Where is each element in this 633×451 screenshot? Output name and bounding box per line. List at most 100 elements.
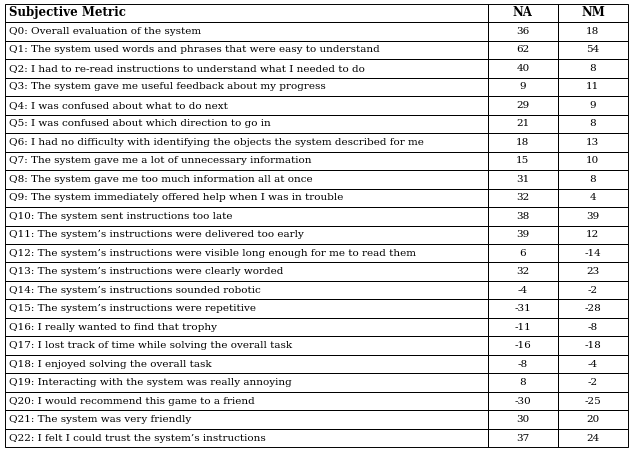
Bar [5,170,488,189]
Bar [488,207,558,226]
Text: 23: 23 [586,267,599,276]
Text: 37: 37 [516,434,529,442]
Text: 32: 32 [516,193,529,202]
Text: Q22: I felt I could trust the system’s instructions: Q22: I felt I could trust the system’s i… [9,434,266,442]
Text: -30: -30 [515,397,531,405]
Bar [488,281,558,299]
Bar [558,78,628,96]
Text: Q9: The system immediately offered help when I was in trouble: Q9: The system immediately offered help … [9,193,344,202]
Bar [5,4,488,22]
Bar [558,226,628,244]
Bar [558,152,628,170]
Text: 8: 8 [589,120,596,128]
Bar [5,262,488,281]
Text: Q19: Interacting with the system was really annoying: Q19: Interacting with the system was rea… [9,378,292,387]
Bar [558,41,628,59]
Bar [5,22,488,41]
Text: -8: -8 [588,323,598,331]
Text: Q8: The system gave me too much information all at once: Q8: The system gave me too much informat… [9,175,313,184]
Text: -14: -14 [584,249,601,258]
Bar [558,4,628,22]
Text: Q1: The system used words and phrases that were easy to understand: Q1: The system used words and phrases th… [9,46,380,54]
Bar [5,59,488,78]
Text: Q17: I lost track of time while solving the overall task: Q17: I lost track of time while solving … [9,341,292,350]
Bar [488,392,558,410]
Bar [558,318,628,336]
Text: 29: 29 [516,101,529,110]
Bar [488,4,558,22]
Bar [5,115,488,133]
Bar [558,59,628,78]
Text: Q15: The system’s instructions were repetitive: Q15: The system’s instructions were repe… [9,304,256,313]
Bar [488,429,558,447]
Text: 21: 21 [516,120,529,128]
Bar [5,429,488,447]
Text: 32: 32 [516,267,529,276]
Text: Q18: I enjoyed solving the overall task: Q18: I enjoyed solving the overall task [9,360,212,368]
Bar [488,299,558,318]
Bar [558,373,628,392]
Text: NA: NA [513,6,533,19]
Bar [558,133,628,152]
Bar [5,226,488,244]
Text: Subjective Metric: Subjective Metric [9,6,127,19]
Bar [558,336,628,355]
Text: -8: -8 [518,360,528,368]
Text: Q11: The system’s instructions were delivered too early: Q11: The system’s instructions were deli… [9,230,304,239]
Text: -2: -2 [588,378,598,387]
Text: Q7: The system gave me a lot of unnecessary information: Q7: The system gave me a lot of unnecess… [9,156,312,165]
Text: Q20: I would recommend this game to a friend: Q20: I would recommend this game to a fr… [9,397,255,405]
Text: Q14: The system’s instructions sounded robotic: Q14: The system’s instructions sounded r… [9,286,261,295]
Text: -11: -11 [515,323,531,331]
Bar [558,262,628,281]
Bar [5,244,488,262]
Text: 31: 31 [516,175,529,184]
Text: Q2: I had to re-read instructions to understand what I needed to do: Q2: I had to re-read instructions to und… [9,64,365,73]
Text: 8: 8 [520,378,526,387]
Bar [5,392,488,410]
Bar [5,373,488,392]
Text: -31: -31 [515,304,531,313]
Bar [558,429,628,447]
Bar [558,207,628,226]
Text: -18: -18 [584,341,601,350]
Bar [558,96,628,115]
Text: 8: 8 [589,175,596,184]
Bar [558,410,628,429]
Bar [5,355,488,373]
Bar [558,115,628,133]
Text: 39: 39 [516,230,529,239]
Text: Q0: Overall evaluation of the system: Q0: Overall evaluation of the system [9,27,202,36]
Text: Q13: The system’s instructions were clearly worded: Q13: The system’s instructions were clea… [9,267,284,276]
Text: Q12: The system’s instructions were visible long enough for me to read them: Q12: The system’s instructions were visi… [9,249,417,258]
Bar [488,189,558,207]
Bar [5,299,488,318]
Text: Q21: The system was very friendly: Q21: The system was very friendly [9,415,192,424]
Bar [558,170,628,189]
Text: -28: -28 [584,304,601,313]
Bar [5,41,488,59]
Text: 20: 20 [586,415,599,424]
Text: -25: -25 [584,397,601,405]
Bar [488,336,558,355]
Text: 62: 62 [516,46,529,54]
Text: 15: 15 [516,156,529,165]
Bar [488,373,558,392]
Text: 30: 30 [516,415,529,424]
Bar [488,41,558,59]
Bar [488,410,558,429]
Text: 9: 9 [520,83,526,91]
Bar [5,207,488,226]
Text: -4: -4 [518,286,528,295]
Bar [5,189,488,207]
Bar [488,152,558,170]
Bar [488,318,558,336]
Text: 8: 8 [589,64,596,73]
Bar [488,226,558,244]
Bar [5,318,488,336]
Bar [5,410,488,429]
Text: Q16: I really wanted to find that trophy: Q16: I really wanted to find that trophy [9,323,218,331]
Bar [488,78,558,96]
Text: 6: 6 [520,249,526,258]
Bar [558,355,628,373]
